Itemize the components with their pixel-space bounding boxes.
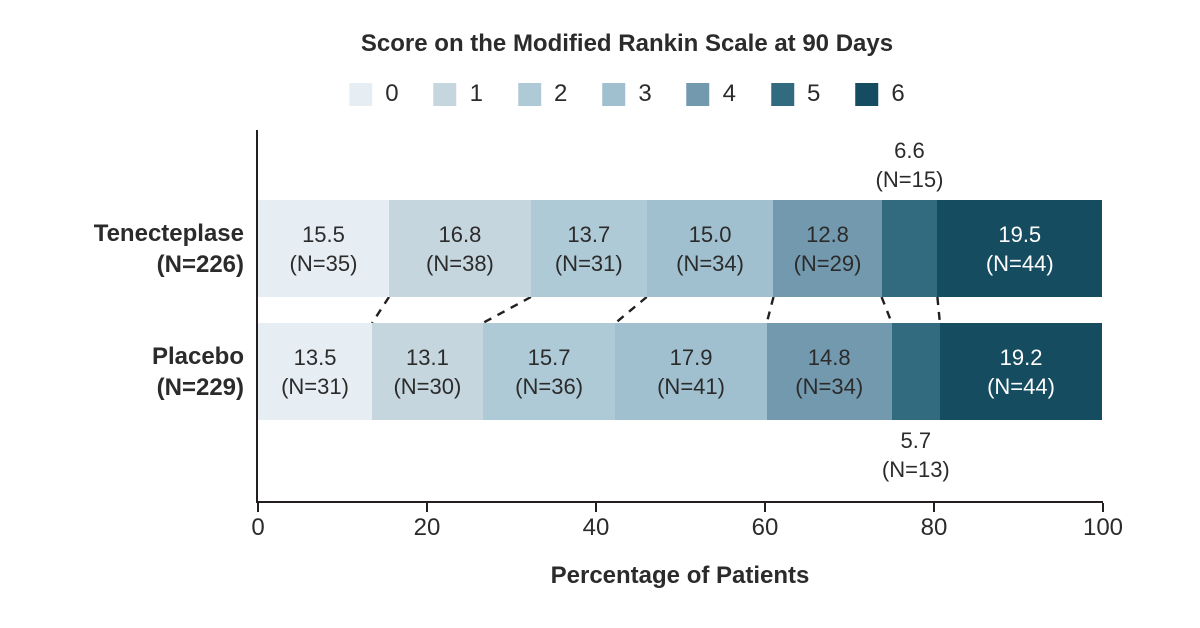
x-axis-label: Percentage of Patients [550,562,810,589]
bar-segment-score-5 [891,323,940,420]
legend-label: 1 [469,80,483,107]
y-axis-line [256,130,258,503]
segment-label: 15.5 (N=35) [289,221,358,276]
bar-segment-score-3: 17.9 (N=41) [615,323,767,420]
bar-segment-score-0: 13.5 (N=31) [258,323,373,420]
bar-segment-score-6: 19.2 (N=44) [939,323,1103,420]
legend-item-1: 1 [433,80,483,108]
legend-swatch-icon [349,82,373,106]
legend-item-0: 0 [349,80,399,108]
legend: 0 1 2 3 4 5 6 [349,80,905,108]
legend-label: 5 [807,80,821,107]
x-tick-mark [933,503,935,512]
bar-row-placebo: 13.5 (N=31) 13.1 (N=30) 15.7 (N=36) 17.9 (N=41)… [258,323,1103,420]
legend-swatch-icon [686,82,710,106]
x-tick-label: 80 [920,514,948,541]
group-label-placebo: Placebo (N=229) [151,342,244,401]
legend-item-5: 5 [771,80,820,108]
group-label-tenecteplase: Tenecteplase (N=226) [93,219,244,278]
bar-segment-score-1: 16.8 (N=38) [388,200,531,297]
dashed-connector-line [614,297,648,323]
dashed-connector-line [936,297,942,323]
segment-label: 15.7 (N=36) [515,344,584,399]
x-tick-mark [257,503,259,512]
bar-segment-score-5 [881,200,938,297]
x-tick-mark [426,503,428,512]
bar-segment-score-2: 15.7 (N=36) [482,323,616,420]
x-tick-label: 100 [1082,514,1124,541]
outside-annotation-score-5: 6.6 (N=15) [875,138,944,192]
segment-label: 13.1 (N=30) [393,344,462,399]
legend-item-2: 2 [517,80,568,108]
legend-item-4: 4 [686,80,737,108]
legend-swatch-icon [855,82,879,106]
legend-label: 4 [722,80,737,107]
chart-title: Score on the Modified Rankin Scale at 90… [360,30,894,57]
dashed-connector-line [482,297,532,323]
legend-label: 6 [891,80,905,107]
segment-label: 17.9 (N=41) [657,344,725,399]
bar-segment-score-4: 12.8 (N=29) [773,200,882,297]
dashed-connector-line [371,297,391,323]
x-tick-label: 20 [413,514,441,541]
segment-label: 12.8 (N=29) [793,221,862,276]
legend-label: 3 [638,80,652,107]
dashed-connector-line [880,297,893,323]
segment-label: 13.7 (N=31) [554,221,623,276]
bar-segment-score-3: 15.0 (N=34) [646,200,774,297]
legend-swatch-icon [517,82,541,106]
segment-label: 19.5 (N=44) [985,221,1054,276]
segment-label: 14.8 (N=34) [795,344,864,399]
bar-segment-score-0: 15.5 (N=35) [258,200,389,297]
bar-segment-score-1: 13.1 (N=30) [372,323,483,420]
segment-label: 15.0 (N=34) [676,221,744,276]
legend-item-6: 6 [855,80,905,108]
legend-swatch-icon [602,82,626,106]
segment-label: 19.2 (N=44) [987,344,1055,399]
bar-row-tenecteplase: 15.5 (N=35) 16.8 (N=38) 13.7 (N=31) 15.0 (N=34)… [258,200,1103,297]
legend-swatch-icon [433,82,457,106]
bar-segment-score-4: 14.8 (N=34) [766,323,892,420]
x-tick-mark [595,503,597,512]
x-tick-mark [1102,503,1104,512]
x-tick-mark [764,503,766,512]
x-tick-label: 60 [751,514,779,541]
segment-label: 16.8 (N=38) [426,221,494,276]
legend-item-3: 3 [602,80,652,108]
dashed-connector-line [765,297,775,323]
legend-label: 0 [385,80,399,107]
x-tick-label: 0 [251,514,265,541]
legend-swatch-icon [771,82,795,106]
dashed-connectors [371,297,942,323]
segment-label: 13.5 (N=31) [281,344,349,399]
bar-segment-score-2: 13.7 (N=31) [530,200,647,297]
x-axis-line [256,501,1103,503]
outside-annotation-score-5: 5.7 (N=13) [881,428,950,482]
x-tick-label: 40 [582,514,610,541]
bar-segment-score-6: 19.5 (N=44) [937,200,1103,297]
legend-label: 2 [553,80,568,107]
